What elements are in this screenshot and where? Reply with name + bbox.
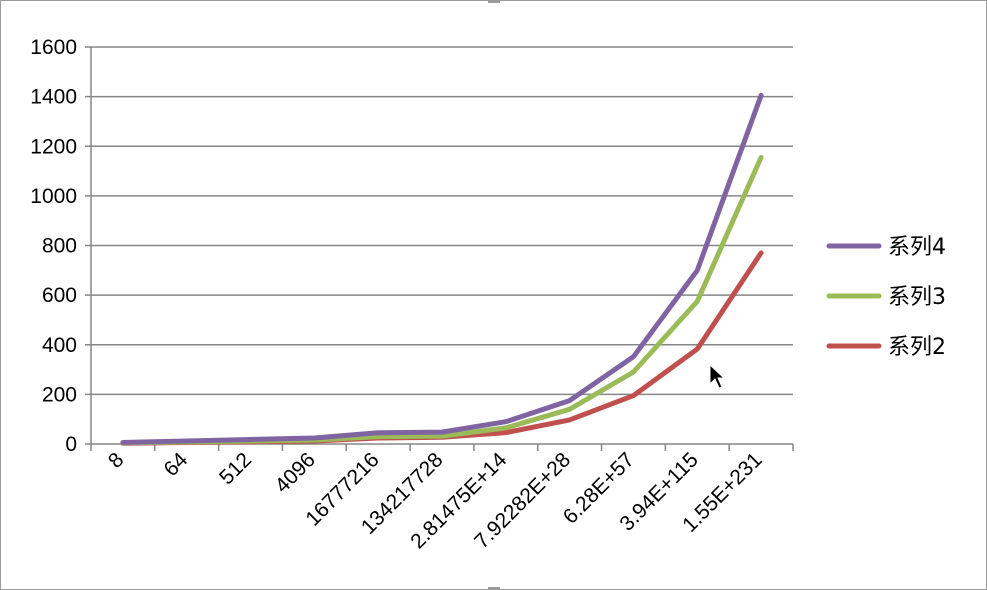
y-tick-label: 1200 bbox=[30, 135, 77, 158]
legend-label: 系列3 bbox=[888, 285, 946, 310]
y-tick-label: 800 bbox=[42, 235, 77, 258]
x-tick-label: 512 bbox=[215, 448, 256, 489]
series-line bbox=[120, 250, 764, 446]
top-resize-handle[interactable] bbox=[488, 0, 500, 3]
bottom-resize-handle[interactable] bbox=[488, 587, 500, 590]
x-tick-label: 8 bbox=[104, 448, 129, 473]
y-axis-ticks: 0 200 400 600 800 1000 1200 1400 1600 bbox=[30, 36, 91, 456]
series-lines bbox=[120, 92, 764, 446]
y-tick-label: 1600 bbox=[30, 36, 77, 59]
legend-label: 系列2 bbox=[888, 335, 946, 360]
y-tick-label: 400 bbox=[42, 334, 77, 357]
y-tick-label: 0 bbox=[65, 433, 77, 456]
y-tick-label: 1400 bbox=[30, 86, 77, 109]
x-axis-ticks: 8 64 512 4096167772161342177282.81475E+147.… bbox=[90, 444, 794, 553]
series-line bbox=[120, 92, 764, 445]
mouse-cursor-icon bbox=[709, 363, 726, 389]
y-tick-label: 600 bbox=[42, 284, 77, 307]
series-line bbox=[120, 154, 764, 446]
x-tick-label: 64 bbox=[159, 448, 192, 481]
y-tick-label: 1000 bbox=[30, 185, 77, 208]
gridlines bbox=[91, 46, 793, 396]
legend-label: 系列4 bbox=[888, 235, 946, 260]
legend: 系列4 系列3 系列2 bbox=[826, 235, 946, 360]
x-tick-label: 4096 bbox=[271, 448, 320, 497]
y-tick-label: 200 bbox=[42, 383, 77, 406]
